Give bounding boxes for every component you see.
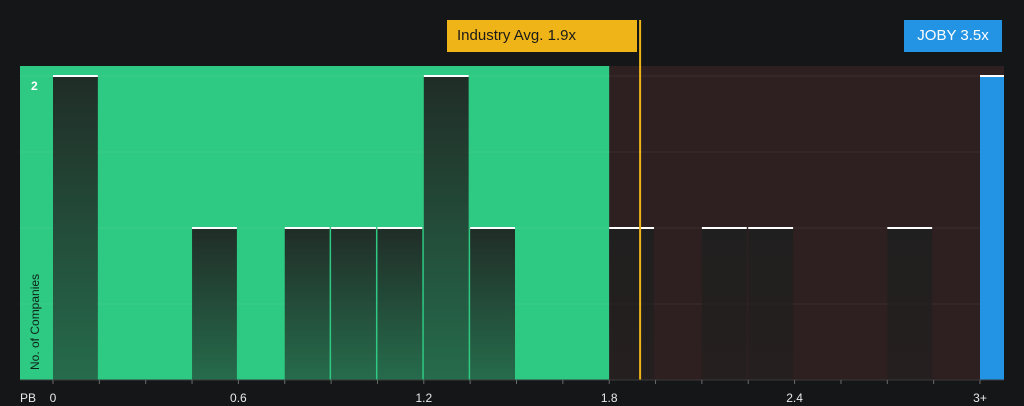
y-axis-label: No. of Companies [28, 274, 42, 370]
industry-average-callout: Industry Avg. 1.9x [447, 20, 637, 52]
bar-fill [192, 228, 237, 380]
bar-top-line [470, 227, 515, 229]
bar-fill [377, 228, 423, 380]
histogram-bar [192, 227, 237, 380]
x-axis-ticks: 0 0.6 1.2 1.8 2.4 3+ [50, 380, 987, 405]
bar-top-line [748, 227, 794, 229]
histogram-bar [748, 227, 794, 380]
bar-top-line [887, 227, 933, 229]
bar-top-line [377, 227, 423, 229]
bar-top-line [609, 227, 655, 229]
bar-fill [748, 228, 794, 380]
metric-label: PB [20, 391, 36, 405]
histogram-bar [331, 227, 376, 380]
bar-top-line [980, 75, 1004, 77]
bars [53, 75, 1004, 380]
histogram-bar [701, 227, 747, 380]
histogram-bar [423, 75, 469, 380]
histogram-bar [609, 227, 655, 380]
bar-fill [470, 228, 515, 380]
x-tick-label: 0.6 [230, 391, 247, 405]
histogram-bar [284, 227, 330, 380]
bar-top-line [701, 227, 747, 229]
histogram-bar [377, 227, 423, 380]
bar-fill [609, 228, 655, 380]
bar-fill [423, 76, 469, 380]
x-tick-label: 2.4 [786, 391, 803, 405]
bar-top-line [192, 227, 237, 229]
company-value-badge: JOBY 3.5x [904, 20, 1002, 52]
x-tick-label: 0 [50, 391, 57, 405]
histogram-bar [470, 227, 515, 380]
x-tick-label: 1.2 [415, 391, 432, 405]
company-bar [980, 75, 1004, 380]
bar-top-line [53, 75, 98, 77]
bar-fill [53, 76, 98, 380]
bar-fill [701, 228, 747, 380]
expensive-zone [609, 66, 1004, 380]
company-bar-fill [980, 76, 1004, 380]
histogram-bar [53, 75, 98, 380]
bar-fill [331, 228, 376, 380]
bar-fill [284, 228, 330, 380]
y-tick-label: 2 [31, 79, 38, 93]
bar-top-line [423, 75, 469, 77]
bar-fill [887, 228, 933, 380]
x-tick-label: 3+ [973, 391, 987, 405]
x-tick-label: 1.8 [601, 391, 618, 405]
histogram-bar [887, 227, 933, 380]
bar-top-line [284, 227, 330, 229]
bar-top-line [331, 227, 376, 229]
